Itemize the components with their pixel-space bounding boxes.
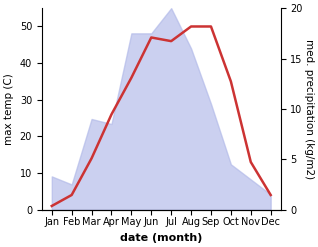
Y-axis label: max temp (C): max temp (C) [4,73,14,145]
X-axis label: date (month): date (month) [120,233,203,243]
Y-axis label: med. precipitation (kg/m2): med. precipitation (kg/m2) [304,39,314,179]
